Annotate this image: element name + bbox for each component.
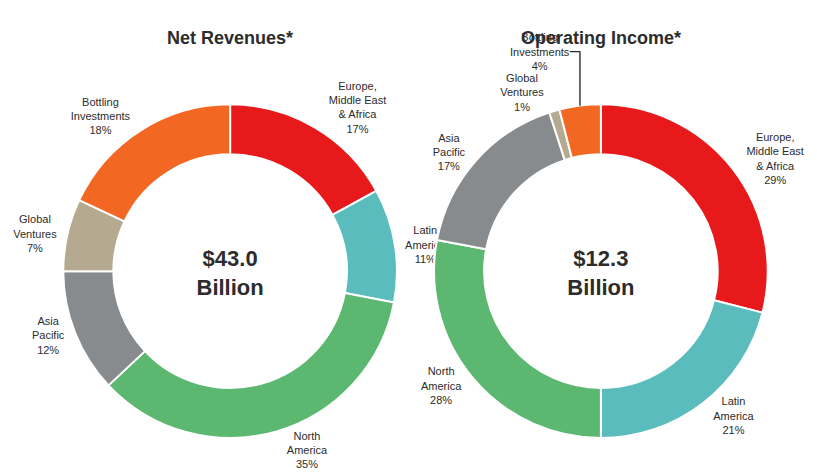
svg-text:AsiaPacific17%: AsiaPacific17% <box>433 132 466 173</box>
html-text:11%: 11% <box>414 252 436 265</box>
svg-text:Net Revenues*: Net Revenues* <box>167 28 293 48</box>
svg-text:LatinAmerica21%: LatinAmerica21% <box>713 395 754 436</box>
svg-text:$12.3Billion: $12.3Billion <box>567 246 634 300</box>
svg-text:$43.0Billion: $43.0Billion <box>197 246 264 300</box>
svg-text:GlobalVentures1%: GlobalVentures1% <box>500 72 544 113</box>
svg-text:Operating Income*: Operating Income* <box>521 28 681 48</box>
html-text:America: America <box>405 238 446 251</box>
svg-text:BottlingInvestments18%: BottlingInvestments18% <box>71 96 131 137</box>
html-text:Latin: Latin <box>413 224 438 237</box>
svg-text:GlobalVentures7%: GlobalVentures7% <box>13 213 57 254</box>
svg-text:AsiaPacific12%: AsiaPacific12% <box>32 315 65 356</box>
svg-text:NorthAmerica28%: NorthAmerica28% <box>421 365 462 406</box>
svg-text:Europe,Middle East& Africa29%: Europe,Middle East& Africa29% <box>746 131 803 186</box>
svg-text:Europe,Middle East& Africa17%: Europe,Middle East& Africa17% <box>329 80 386 135</box>
svg-text:BottlingInvestments4%: BottlingInvestments4% <box>510 31 570 72</box>
svg-text:NorthAmerica35%: NorthAmerica35% <box>287 430 328 471</box>
